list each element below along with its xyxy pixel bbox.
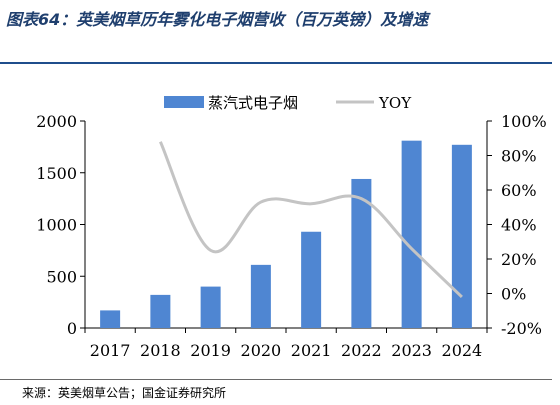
- source-note: 来源：英美烟草公告；国金证券研究所: [22, 386, 227, 400]
- x-tick-label: 2017: [90, 341, 131, 360]
- legend-label-bar: 蒸汽式电子烟: [208, 94, 298, 112]
- y-right-tick-label: 100%: [501, 112, 547, 131]
- x-tick-label: 2021: [291, 341, 332, 360]
- legend-swatch-bar: [164, 96, 204, 108]
- bar: [200, 286, 221, 328]
- y-right-tick-label: 40%: [501, 216, 537, 235]
- bar: [250, 264, 271, 328]
- chart: 0 500 1000 1500 2000 -20% 0% 20% 40% 60% 80% 100% 20…: [36, 94, 547, 360]
- yoy-line: [159, 141, 463, 299]
- bar: [351, 178, 372, 328]
- bar: [301, 231, 322, 328]
- bar: [401, 140, 422, 328]
- y-right-tick-label: -20%: [501, 319, 542, 338]
- y-left-tick-label: 0: [67, 319, 77, 338]
- y-left-tick-label: 1000: [36, 216, 77, 235]
- y-right-tick-label: 20%: [501, 250, 537, 269]
- bar: [100, 310, 121, 328]
- y-left-tick-label: 500: [46, 267, 77, 286]
- legend-label-line: YOY: [378, 94, 412, 112]
- y-left-tick-label: 2000: [36, 112, 77, 131]
- y-right-tick-label: 60%: [501, 181, 537, 200]
- figure-title: 图表64：英美烟草历年雾化电子烟营收（百万英镑）及增速: [6, 10, 429, 29]
- bar: [150, 294, 171, 328]
- x-tick-label: 2024: [442, 341, 483, 360]
- bar: [451, 144, 472, 328]
- x-tick-label: 2020: [241, 341, 282, 360]
- x-tick-label: 2022: [341, 341, 382, 360]
- x-tick-label: 2019: [190, 341, 231, 360]
- x-tick-label: 2018: [140, 341, 181, 360]
- y-left-tick-label: 1500: [36, 164, 77, 183]
- x-tick-label: 2023: [391, 341, 432, 360]
- y-right-tick-label: 80%: [501, 147, 537, 166]
- y-right-tick-label: 0%: [501, 285, 526, 304]
- title-divider: [0, 62, 552, 64]
- source-divider: [0, 379, 552, 380]
